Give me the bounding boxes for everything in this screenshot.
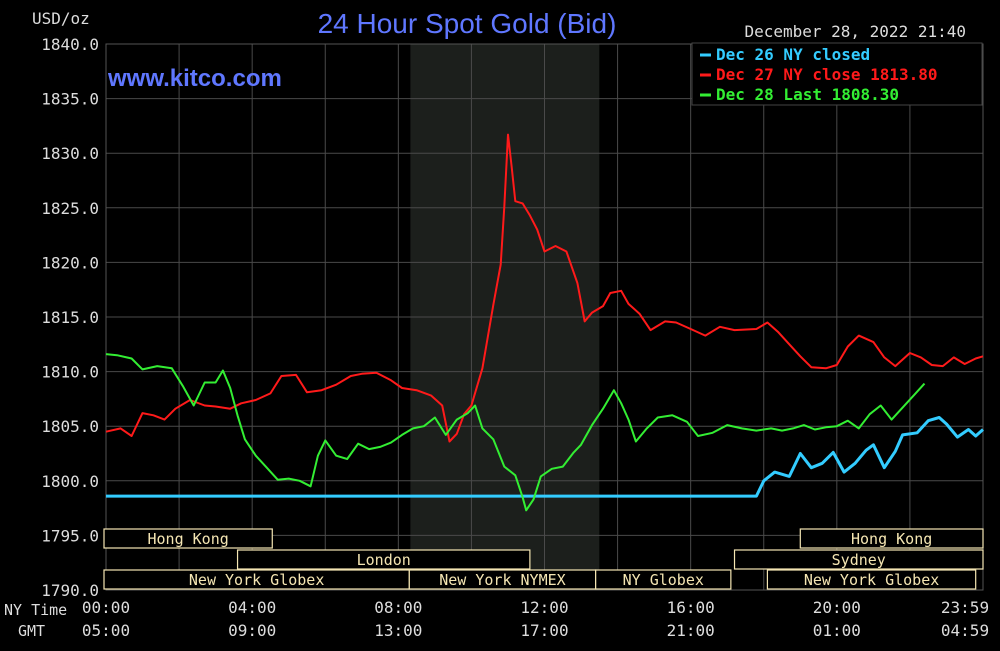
- x-tick-label-ny: 00:00: [82, 598, 130, 617]
- legend-label: Dec 26 NY closed: [716, 45, 870, 64]
- x-tick-label-gmt: 21:00: [667, 621, 715, 640]
- series-line: [105, 353, 926, 512]
- session-box: [103, 528, 273, 549]
- y-tick-label: 1820.0: [41, 253, 99, 272]
- series-line: [106, 416, 984, 498]
- x-tick-label-ny: 12:00: [520, 598, 568, 617]
- x-tick-label-gmt: 17:00: [520, 621, 568, 640]
- y-tick-label: 1830.0: [41, 144, 99, 163]
- y-tick-label: 1805.0: [41, 417, 99, 436]
- legend-label: Dec 27 NY close 1813.80: [716, 65, 938, 84]
- session-label: London: [357, 551, 411, 569]
- legend-label: Dec 28 Last 1808.30: [716, 85, 899, 104]
- x-tick-label-ny: 23:59: [941, 598, 989, 617]
- y-tick-label: 1835.0: [41, 90, 99, 109]
- plot-frame: [105, 43, 984, 591]
- x-tick-label-gmt: 05:00: [82, 621, 130, 640]
- y-tick-label: 1810.0: [41, 363, 99, 382]
- y-tick-label: 1795.0: [41, 526, 99, 545]
- x-tick-label-gmt: 09:00: [228, 621, 276, 640]
- session-box: [236, 549, 531, 570]
- session-box: [799, 528, 984, 549]
- session-box: [595, 569, 732, 590]
- y-tick-label: 1800.0: [41, 472, 99, 491]
- y-axis-label: USD/oz: [32, 9, 90, 28]
- session-label: New York NYMEX: [439, 571, 565, 589]
- y-tick-label: 1815.0: [41, 308, 99, 327]
- axes: 1840.0 1835.0 1830.0 1825.0 1820.0 1815.0 1810…: [4, 35, 989, 640]
- x-tick-label-ny: 20:00: [813, 598, 861, 617]
- x-tick-label-gmt: 01:00: [813, 621, 861, 640]
- chart-title: 24 Hour Spot Gold (Bid): [318, 8, 617, 39]
- session-label: NY Globex: [623, 571, 704, 589]
- x-row-label-gmt: GMT: [18, 622, 45, 640]
- x-tick-label-ny: 16:00: [667, 598, 715, 617]
- session-label: Sydney: [832, 551, 886, 569]
- session-box: [766, 569, 977, 590]
- market-sessions: Hong Kong Hong Kong London Sydney New York G…: [103, 528, 984, 590]
- x-row-label-ny: NY Time: [4, 601, 67, 619]
- y-tick-label: 1825.0: [41, 199, 99, 218]
- session-label: New York Globex: [189, 571, 324, 589]
- x-tick-label-gmt: 04:59: [941, 621, 989, 640]
- y-tick-label: 1790.0: [41, 581, 99, 600]
- series-line: [105, 133, 984, 443]
- x-tick-label-gmt: 13:00: [374, 621, 422, 640]
- x-tick-label-ny: 04:00: [228, 598, 276, 617]
- y-tick-label: 1840.0: [41, 35, 99, 54]
- session-label: Hong Kong: [147, 530, 228, 548]
- x-tick-label-ny: 08:00: [374, 598, 422, 617]
- session-label: Hong Kong: [851, 530, 932, 548]
- watermark: www.kitco.com: [107, 65, 282, 92]
- session-label: New York Globex: [804, 571, 939, 589]
- timestamp: December 28, 2022 21:40: [744, 22, 966, 41]
- session-box: [733, 549, 984, 570]
- series-lines: [105, 133, 984, 512]
